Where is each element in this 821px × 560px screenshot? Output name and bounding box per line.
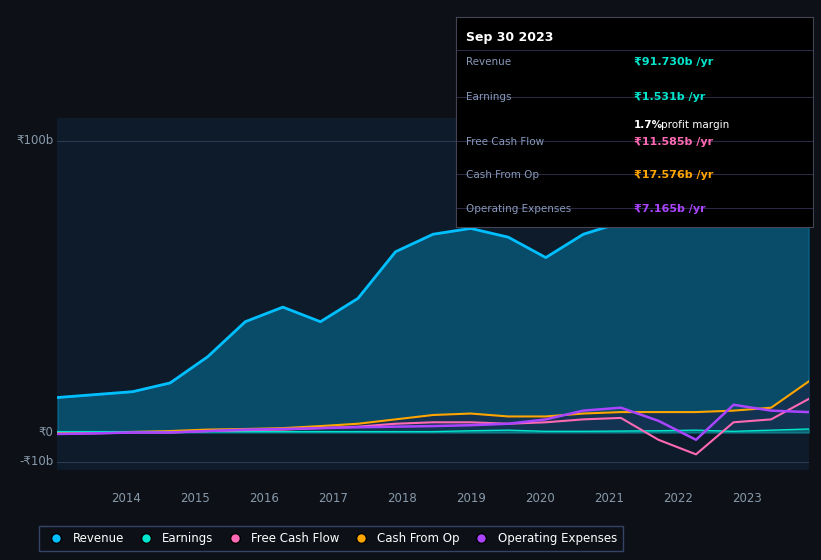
Text: Free Cash Flow: Free Cash Flow <box>466 137 544 147</box>
Text: ₹100b: ₹100b <box>16 134 53 147</box>
Text: ₹91.730b /yr: ₹91.730b /yr <box>635 57 713 67</box>
Text: ₹11.585b /yr: ₹11.585b /yr <box>635 137 713 147</box>
Legend: Revenue, Earnings, Free Cash Flow, Cash From Op, Operating Expenses: Revenue, Earnings, Free Cash Flow, Cash … <box>39 526 623 551</box>
Text: 2021: 2021 <box>594 492 624 505</box>
Text: -₹10b: -₹10b <box>20 455 53 468</box>
Text: ₹1.531b /yr: ₹1.531b /yr <box>635 92 705 102</box>
Text: 2019: 2019 <box>456 492 486 505</box>
Text: 2016: 2016 <box>250 492 279 505</box>
Text: 2017: 2017 <box>319 492 348 505</box>
Text: 2022: 2022 <box>663 492 693 505</box>
Text: profit margin: profit margin <box>661 120 729 130</box>
Text: 2023: 2023 <box>732 492 762 505</box>
Text: Earnings: Earnings <box>466 92 511 102</box>
Text: 1.7%: 1.7% <box>635 120 663 130</box>
Text: Sep 30 2023: Sep 30 2023 <box>466 31 553 44</box>
Text: 2014: 2014 <box>112 492 141 505</box>
Text: ₹7.165b /yr: ₹7.165b /yr <box>635 204 706 214</box>
Text: 2015: 2015 <box>181 492 210 505</box>
Text: 2020: 2020 <box>525 492 555 505</box>
Text: 2018: 2018 <box>388 492 417 505</box>
Text: ₹0: ₹0 <box>39 426 53 439</box>
Text: Revenue: Revenue <box>466 57 511 67</box>
Text: Cash From Op: Cash From Op <box>466 170 539 180</box>
Text: Operating Expenses: Operating Expenses <box>466 204 571 214</box>
Text: ₹17.576b /yr: ₹17.576b /yr <box>635 170 713 180</box>
